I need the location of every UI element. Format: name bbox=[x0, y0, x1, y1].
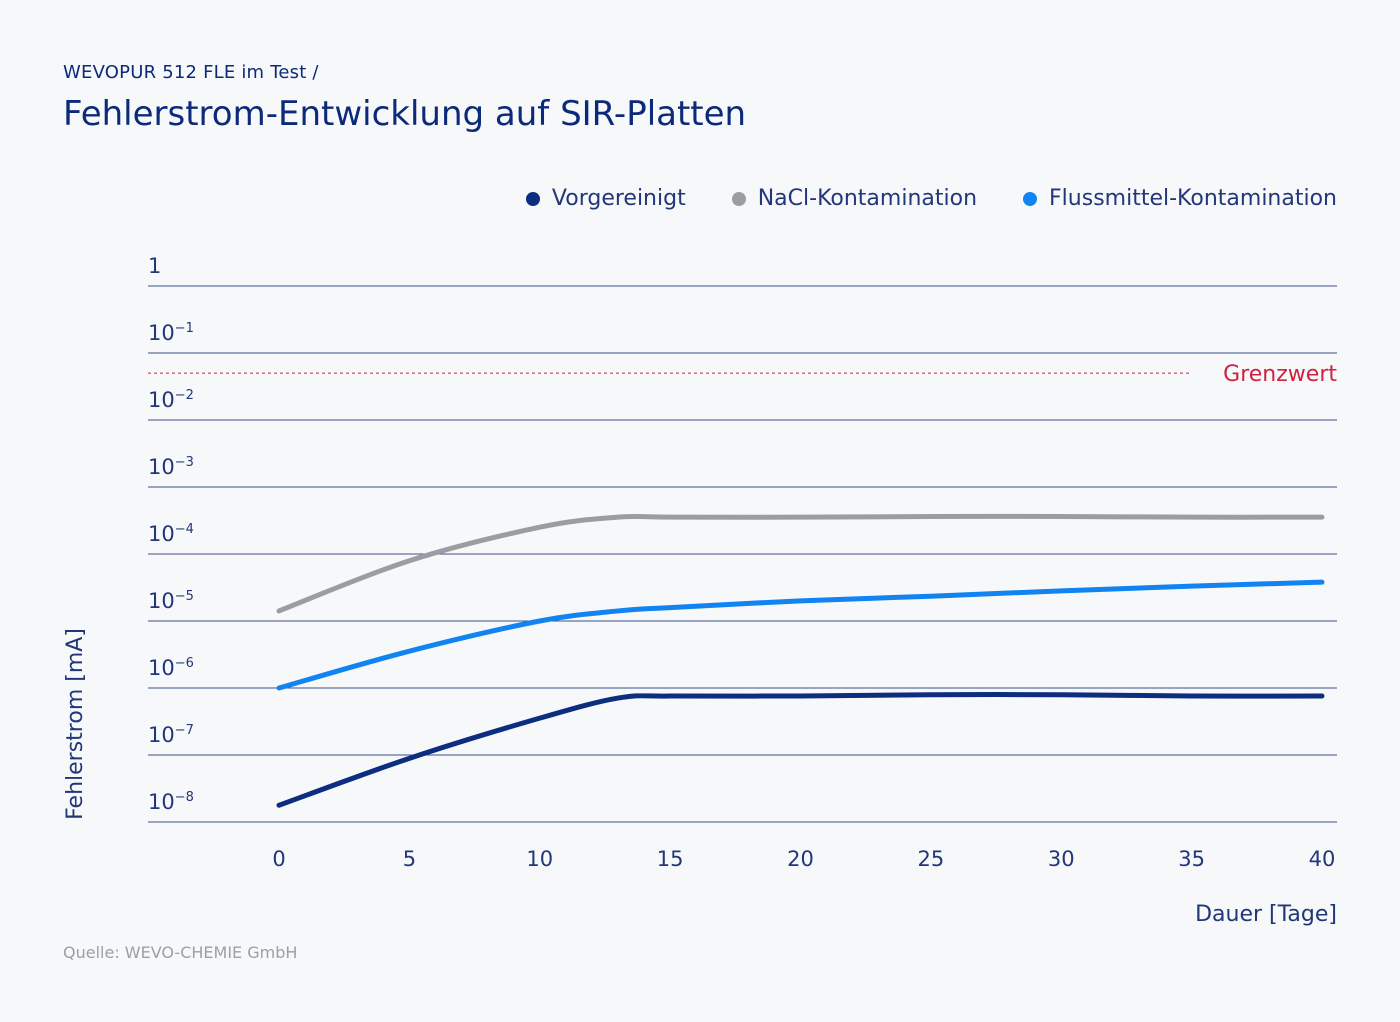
x-tick-label-7: 35 bbox=[1178, 847, 1205, 871]
y-tick-label-6: 10−6 bbox=[148, 656, 194, 680]
source-note: Quelle: WEVO-CHEMIE GmbH bbox=[63, 943, 298, 962]
legend-marker-vorgereinigt bbox=[525, 191, 540, 206]
x-tick-label-0: 0 bbox=[272, 847, 285, 871]
y-axis-label: Fehlerstrom [mA] bbox=[63, 628, 88, 820]
y-tick-label-7: 10−7 bbox=[148, 723, 194, 747]
x-tick-label-8: 40 bbox=[1309, 847, 1336, 871]
x-axis-label: Dauer [Tage] bbox=[1195, 902, 1337, 927]
legend-label-nacl: NaCl-Kontamination bbox=[757, 186, 978, 211]
x-tick-label-2: 10 bbox=[526, 847, 553, 871]
x-tick-label-3: 15 bbox=[657, 847, 684, 871]
y-tick-label-8: 10−8 bbox=[148, 790, 194, 814]
legend-label-vorgereinigt: Vorgereinigt bbox=[551, 186, 686, 211]
series-line-vorgereinigt bbox=[276, 692, 1325, 808]
y-tick-label-2: 10−2 bbox=[148, 388, 194, 412]
legend-marker-flussmittel bbox=[1023, 191, 1038, 206]
series-line-nacl bbox=[276, 513, 1325, 614]
x-tick-label-6: 30 bbox=[1048, 847, 1075, 871]
chart-kicker: WEVOPUR 512 FLE im Test / bbox=[63, 62, 319, 83]
y-tick-label-1: 10−1 bbox=[148, 321, 194, 345]
y-tick-label-4: 10−4 bbox=[148, 522, 194, 546]
chart-title: Fehlerstrom-Entwicklung auf SIR-Platten bbox=[63, 94, 747, 134]
y-tick-label-3: 10−3 bbox=[148, 455, 194, 479]
x-tick-label-4: 20 bbox=[787, 847, 814, 871]
y-tick-label-5: 10−5 bbox=[148, 589, 194, 613]
legend-item-vorgereinigt: Vorgereinigt bbox=[525, 186, 686, 211]
legend-item-flussmittel: Flussmittel-Kontamination bbox=[1023, 186, 1337, 211]
threshold-label: Grenzwert bbox=[1223, 362, 1337, 387]
x-tick-label-1: 5 bbox=[403, 847, 416, 871]
legend-item-nacl: NaCl-Kontamination bbox=[731, 186, 978, 211]
x-tick-label-5: 25 bbox=[918, 847, 945, 871]
series-line-flussmittel bbox=[276, 579, 1325, 691]
legend-label-flussmittel: Flussmittel-Kontamination bbox=[1049, 186, 1337, 211]
chart-legend: Vorgereinigt NaCl-Kontamination Flussmit… bbox=[525, 186, 1337, 211]
y-tick-label-0: 1 bbox=[148, 254, 161, 278]
legend-marker-nacl bbox=[731, 191, 746, 206]
